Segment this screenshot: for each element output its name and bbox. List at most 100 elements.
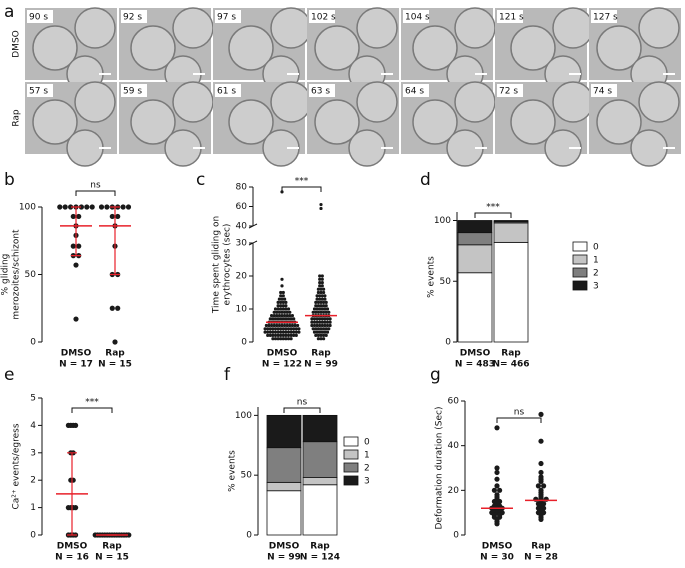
bar-segment [266, 490, 302, 536]
significance-label: ns [90, 181, 101, 191]
legend-swatch [572, 280, 588, 291]
dot [320, 297, 324, 301]
dot [109, 305, 115, 311]
n-label: N = 17 [59, 360, 93, 370]
bar-segment [266, 414, 302, 449]
n-label: N = 99 [304, 360, 338, 370]
y-tick-label: 10 [236, 305, 248, 315]
row-label: DMSO [12, 30, 22, 58]
dot [320, 323, 324, 328]
dot [315, 330, 319, 334]
y-tick-label: 80 [236, 183, 248, 193]
dot [318, 277, 322, 281]
dot [324, 300, 328, 304]
dot [271, 337, 275, 341]
dot [98, 204, 105, 210]
dot [284, 300, 288, 304]
dot [316, 337, 320, 341]
y-tick-label: 5 [30, 394, 36, 404]
cell [172, 81, 214, 123]
time-label: 57 s [29, 87, 48, 97]
legend-label: 2 [593, 269, 599, 279]
dot [276, 327, 280, 331]
dot [271, 317, 275, 321]
dot [120, 204, 126, 210]
time-label: 59 s [123, 87, 142, 97]
dot [320, 307, 324, 311]
dot [286, 327, 291, 331]
dot [314, 333, 318, 337]
dot [76, 243, 82, 249]
dot [289, 333, 293, 337]
cell [454, 81, 496, 123]
bar-segment [302, 484, 338, 536]
time-label: 92 s [123, 13, 142, 23]
dot [284, 304, 288, 308]
dot [268, 333, 272, 337]
dot [279, 304, 283, 308]
y-tick-label: 2 [30, 476, 36, 486]
dot [318, 330, 322, 334]
dot [273, 330, 278, 334]
dot [325, 323, 330, 328]
dot [276, 337, 280, 341]
y-tick-label: 50 [440, 277, 452, 287]
dot [320, 284, 324, 288]
dot [281, 333, 285, 337]
dot [315, 320, 319, 324]
cell [638, 7, 680, 49]
dot [538, 469, 544, 476]
cell [510, 99, 556, 145]
dot [273, 317, 278, 321]
dot [263, 330, 267, 334]
dot [290, 314, 294, 318]
dot [285, 314, 289, 318]
time-box [403, 84, 429, 97]
dot [73, 505, 79, 511]
dot [319, 300, 323, 304]
dot [320, 281, 324, 285]
dot [73, 422, 79, 428]
cell [630, 129, 668, 167]
dot [494, 469, 500, 476]
dot [320, 274, 324, 278]
y-axis-title: merozoites/schizont [12, 229, 22, 320]
cell [412, 99, 458, 145]
x-tick-label: Rap [311, 349, 331, 359]
dot [288, 310, 292, 314]
dot [277, 310, 281, 314]
y-tick-label: 0 [246, 531, 252, 541]
dot [276, 317, 280, 321]
cell [356, 7, 398, 49]
significance-bracket [75, 190, 116, 196]
dot [497, 487, 503, 493]
dot [285, 310, 289, 314]
dot [535, 483, 542, 489]
n-label: N = 99 [267, 553, 301, 563]
cell [638, 81, 680, 123]
dot [285, 323, 289, 328]
time-box [27, 84, 53, 97]
dot [325, 307, 330, 311]
dot [315, 294, 319, 298]
legend-swatch [572, 267, 588, 278]
dot [281, 294, 285, 298]
dot [290, 323, 294, 328]
legend-swatch [343, 436, 359, 447]
dot [267, 323, 271, 328]
y-axis-title: % events [427, 256, 437, 298]
dot [324, 333, 328, 337]
n-label: N= 466 [493, 360, 530, 370]
dot [292, 317, 296, 321]
panel-label: f [224, 365, 231, 385]
significance-bracket [474, 212, 512, 218]
dot [283, 314, 287, 318]
dot [280, 297, 284, 301]
dot [276, 333, 280, 337]
dot [322, 310, 326, 314]
significance-bracket [283, 407, 321, 413]
dot [115, 213, 121, 220]
dot [310, 317, 314, 321]
dot [325, 320, 330, 324]
dot [89, 204, 95, 210]
